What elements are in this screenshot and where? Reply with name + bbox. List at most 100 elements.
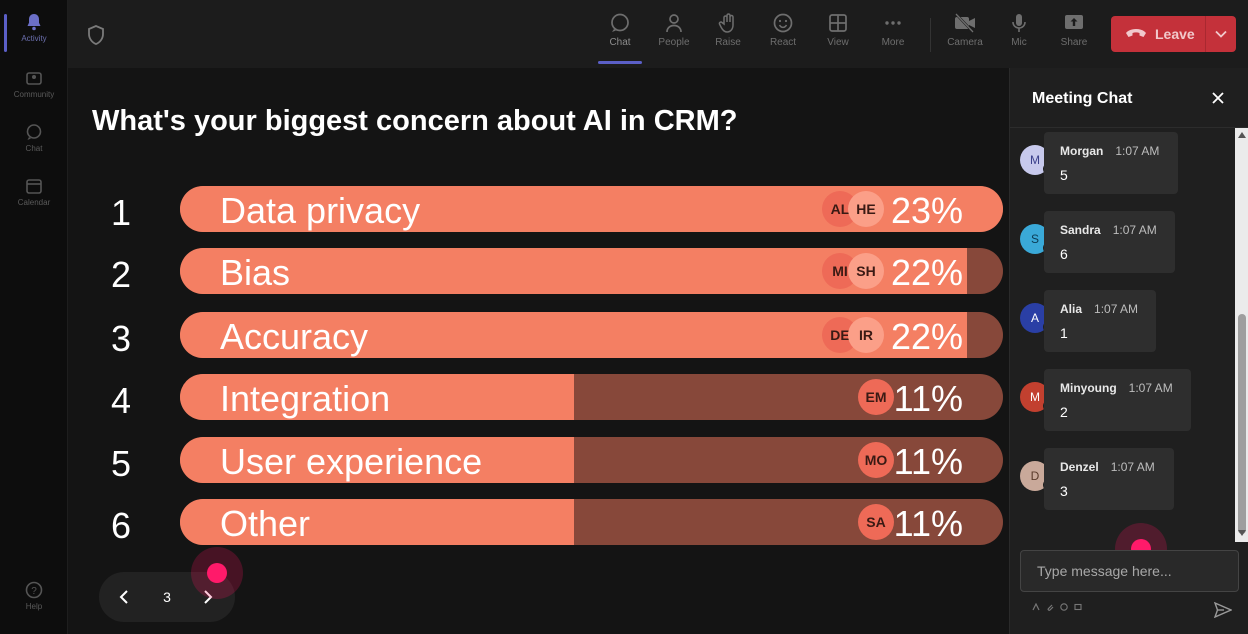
chat-scrollbar[interactable] [1235,128,1248,542]
chat-message-input[interactable] [1020,550,1239,592]
poll-option-row: 4 Integration EM 11% [68,374,1009,422]
tool-react[interactable]: React [757,8,809,64]
scroll-down-arrow[interactable] [1238,530,1246,536]
sender-name: Minyoung [1060,381,1117,395]
voter-avatar: IR [848,317,884,353]
poll-bar-fill [180,437,574,483]
tool-label: Mic [1011,37,1027,48]
chat-header-divider [1010,127,1248,128]
leave-main[interactable]: Leave [1111,16,1205,52]
message-text: 6 [1060,246,1068,262]
poll-rank: 3 [110,318,132,359]
tool-label: Chat [609,37,631,48]
more-dots-icon [885,21,901,25]
poll-bar-fill [180,374,574,420]
next-page-button[interactable] [195,584,221,610]
attach-icon[interactable] [1046,603,1054,611]
hang-up-phone-icon [1126,29,1146,37]
poll-option-row: 1 Data privacy AL HE 23% [68,186,1009,234]
chat-message: D Denzel 1:07 AM 3 [1010,448,1235,512]
tool-camera[interactable]: Camera [939,8,991,64]
message-text: 3 [1060,483,1068,499]
svg-text:?: ? [31,586,37,597]
camera-off-icon [955,13,975,33]
tool-view[interactable]: View [812,8,864,64]
emoji-icon[interactable] [1060,603,1068,611]
voter-avatar: SA [858,504,894,540]
poll-bar: Data privacy AL HE 23% [180,186,1003,232]
tool-label: View [827,37,849,48]
rail-item-label: Help [25,602,43,611]
format-text-icon[interactable] [1032,603,1040,611]
mic-icon [1012,14,1026,32]
tool-label: Camera [947,37,983,48]
scrollbar-thumb[interactable] [1238,314,1246,534]
message-bubble: Morgan 1:07 AM 5 [1044,132,1178,194]
share-icon [1065,15,1083,29]
react-smiley-icon [773,13,793,33]
poll-stage: What's your biggest concern about AI in … [68,68,1009,634]
leave-separator [1205,16,1206,52]
cursor-highlight [191,547,243,599]
page-number: 3 [163,589,171,605]
tool-share[interactable]: Share [1048,8,1100,64]
message-text: 2 [1060,404,1068,420]
sender-name: Sandra [1060,223,1101,237]
toolbar-divider [930,18,931,52]
bell-icon [27,14,41,31]
poll-percent: 22% [890,252,963,293]
leave-options-button[interactable] [1206,16,1236,52]
message-time: 1:07 AM [1110,460,1155,474]
tool-people[interactable]: People [648,8,700,64]
shield-icon[interactable] [87,25,105,45]
chevron-down-icon [1215,30,1227,38]
tool-label: Raise [715,37,741,48]
tool-chat[interactable]: Chat [594,8,646,64]
rail-item-community[interactable]: Community [0,62,68,110]
previous-page-button[interactable] [111,584,137,610]
app-rail: Activity Community Chat Calendar ? Help [0,0,68,634]
close-chat-button[interactable] [1208,88,1228,108]
rail-item-label: Calendar [17,198,51,207]
poll-option-label: Bias [220,252,291,293]
poll-percent: 11% [893,503,963,544]
chat-message: S Sandra 1:07 AM 6 [1010,211,1235,275]
tool-label: More [881,37,905,48]
chat-message: A Alia 1:07 AM 1 [1010,290,1235,354]
tool-active-underline [598,61,642,64]
poll-percent: 23% [890,190,963,231]
chat-title: Meeting Chat [1032,90,1133,107]
leave-button[interactable]: Leave [1111,16,1236,52]
rail-item-calendar[interactable]: Calendar [0,170,68,218]
message-time: 1:07 AM [1112,223,1157,237]
chat-message-list: M Morgan 1:07 AM 5 S Sandra 1:07 AM 6 A [1010,128,1235,542]
chat-icon [26,124,42,140]
view-grid-icon [829,14,847,32]
poll-option-label: Integration [220,378,391,419]
rail-item-help[interactable]: ? Help [0,574,68,622]
voter-avatar: MO [858,442,894,478]
poll-option-row: 6 Other SA 11% [68,499,1009,547]
rail-item-chat[interactable]: Chat [0,116,68,164]
rail-active-indicator [4,14,7,52]
message-bubble: Minyoung 1:07 AM 2 [1044,369,1191,431]
tool-raise-hand[interactable]: Raise [702,8,754,64]
message-time: 1:07 AM [1128,381,1173,395]
community-icon [26,72,42,85]
poll-rank: 4 [110,380,132,421]
poll-option-row: 5 User experience MO 11% [68,437,1009,485]
poll-option-label: Accuracy [220,316,369,357]
poll-bar: Bias MI SH 22% [180,248,1003,294]
tool-mic[interactable]: Mic [993,8,1045,64]
poll-option-label: Data privacy [220,190,421,231]
rail-item-activity[interactable]: Activity [0,6,68,54]
close-icon [1212,92,1224,104]
gif-icon[interactable] [1074,603,1082,611]
send-button[interactable] [1212,599,1234,621]
poll-bar: Other SA 11% [180,499,1003,545]
poll-bar: Accuracy DE IR 22% [180,312,1003,358]
poll-percent: 11% [893,441,963,482]
tool-more[interactable]: More [867,8,919,64]
scroll-up-arrow[interactable] [1238,132,1246,138]
